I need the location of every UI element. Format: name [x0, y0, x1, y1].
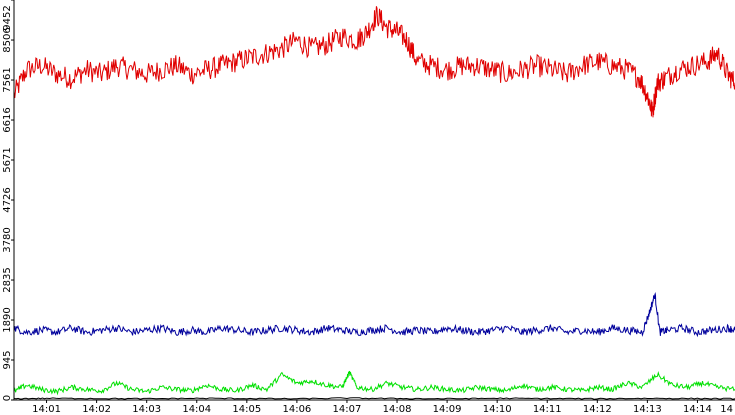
- series-line-1: [13, 292, 735, 338]
- series-line-0: [13, 6, 735, 118]
- x-tick-label: 14:11: [533, 404, 562, 415]
- x-tick-label: 14:02: [82, 404, 111, 415]
- y-tick-label: 5671: [2, 147, 13, 172]
- x-tick-label: 14:14: [683, 404, 712, 415]
- x-tick-label: 14:09: [433, 404, 462, 415]
- y-tick-label: 9452: [2, 5, 13, 30]
- x-tick-label: 14:03: [132, 404, 161, 415]
- y-tick-label: 1890: [2, 307, 13, 332]
- series-line-3: [13, 397, 735, 400]
- x-tick-label: 14:10: [483, 404, 512, 415]
- y-tick-label: 4726: [2, 187, 13, 212]
- x-tick-label: 14:08: [383, 404, 412, 415]
- series-layer: [13, 6, 735, 400]
- x-tick-label: 14:07: [333, 404, 362, 415]
- y-tick-label: 6616: [2, 107, 13, 132]
- x-tick-label: 14: [720, 404, 733, 415]
- y-tick-label: 3780: [2, 227, 13, 252]
- series-line-2: [13, 370, 735, 396]
- y-tick-label: 945: [2, 350, 13, 369]
- x-tick-label: 14:06: [282, 404, 311, 415]
- y-tick-label: 0: [2, 395, 13, 401]
- y-tick-label: 7561: [2, 67, 13, 92]
- y-tick-label: 8506: [2, 27, 13, 52]
- x-tick-label: 14:05: [232, 404, 261, 415]
- x-tick-label: 14:04: [182, 404, 211, 415]
- y-tick-label: 2835: [2, 267, 13, 292]
- x-tick-label: 14:12: [583, 404, 612, 415]
- x-tick-label: 14:01: [32, 404, 61, 415]
- x-tick-label: 14:13: [633, 404, 662, 415]
